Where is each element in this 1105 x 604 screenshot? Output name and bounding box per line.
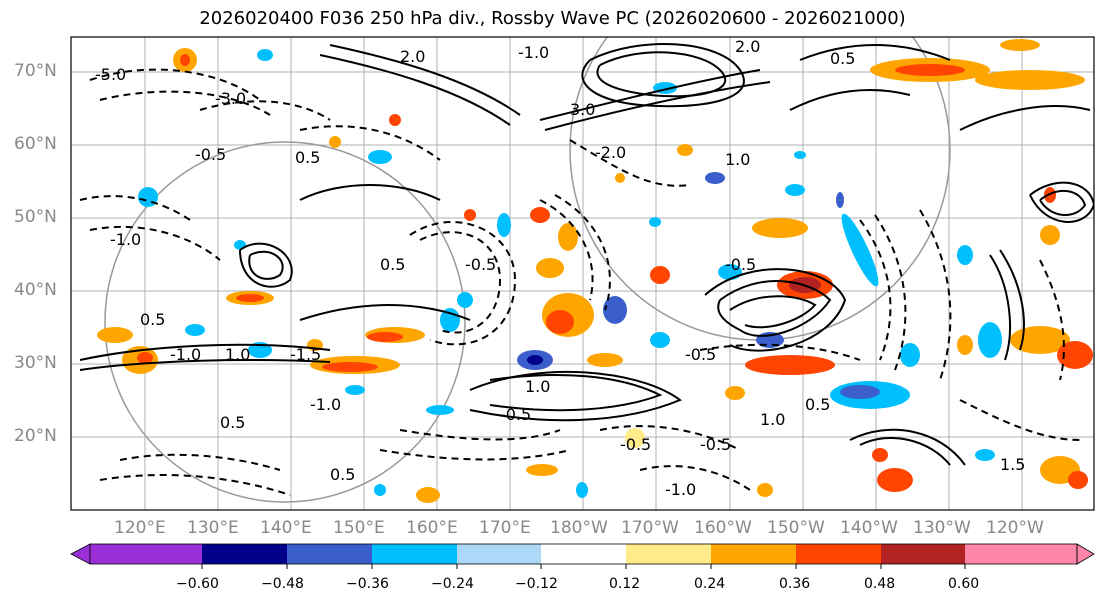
- lon-label: 130°W: [913, 518, 971, 538]
- contour-label: -1.0: [518, 43, 549, 62]
- contour-label: -0.5: [620, 435, 651, 454]
- contour-label: 0.5: [330, 465, 355, 484]
- negative-contours: [79, 68, 1081, 496]
- lon-label: 120°E: [114, 518, 166, 538]
- contour-label: 0.5: [805, 395, 830, 414]
- wave-circle: [104, 141, 466, 503]
- contour-label: -0.5: [195, 145, 226, 164]
- lon-label: 170°W: [621, 518, 679, 538]
- lon-label: 140°E: [260, 518, 312, 538]
- lon-label: 130°E: [187, 518, 239, 538]
- contour-label: -1.0: [310, 395, 341, 414]
- colorbar-tick-label: 0.36: [779, 576, 811, 592]
- chart-title: 2026020400 F036 250 hPa div., Rossby Wav…: [199, 8, 906, 29]
- colorbar-tick-label: −0.24: [431, 576, 474, 592]
- contour-label: 2.0: [735, 37, 760, 56]
- contour-label: -0.5: [685, 345, 716, 364]
- colorbar-tick-label: 0.48: [864, 576, 896, 592]
- contour-label: 1.0: [525, 377, 550, 396]
- lon-label: 160°W: [694, 518, 752, 538]
- contour-label: -0.5: [700, 435, 731, 454]
- colorbar-segment: [457, 544, 541, 564]
- colorbar-extend-low: [70, 543, 91, 565]
- colorbar-frame: [89, 543, 1078, 565]
- map-frame: [70, 36, 1095, 511]
- contour-label: 0.5: [295, 148, 320, 167]
- contour-label: 1.0: [725, 150, 750, 169]
- contour-label: -5.0: [95, 65, 126, 84]
- colorbar-segment: [965, 544, 1077, 564]
- contour-label: 1.5: [1000, 455, 1025, 474]
- colorbar-segment: [711, 544, 796, 564]
- contour-label: -2.0: [595, 143, 626, 162]
- lon-label: 150°E: [333, 518, 385, 538]
- colorbar: [70, 543, 1095, 569]
- contour-label: -0.5: [465, 255, 496, 274]
- colorbar-tick-label: −0.12: [515, 576, 558, 592]
- lon-label: 140°W: [840, 518, 898, 538]
- shaded-anomalies: [97, 39, 1093, 503]
- contour-label: -1.0: [110, 230, 141, 249]
- colorbar-tick-label: 0.12: [609, 576, 641, 592]
- contour-label: -0.5: [500, 405, 531, 424]
- contour-label: -0.5: [725, 255, 756, 274]
- lat-label: 30°N: [14, 353, 57, 373]
- contour-label: 0.5: [220, 413, 245, 432]
- colorbar-tick-label: −0.36: [346, 576, 389, 592]
- contour-label: -1.0: [665, 480, 696, 499]
- colorbar-segment: [626, 544, 711, 564]
- contour-label: -3.0: [215, 89, 246, 108]
- colorbar-segment: [90, 544, 202, 564]
- contour-label: -1.5: [290, 345, 321, 364]
- colorbar-segment: [287, 544, 372, 564]
- lon-label: 170°E: [479, 518, 531, 538]
- colorbar-tick-label: 0.60: [948, 576, 980, 592]
- colorbar-tick-label: −0.60: [176, 576, 219, 592]
- colorbar-segment: [796, 544, 881, 564]
- colorbar-extend-high: [1076, 543, 1095, 565]
- contour-label: 3.0: [570, 100, 595, 119]
- colorbar-segment: [372, 544, 457, 564]
- lat-label: 40°N: [14, 280, 57, 300]
- colorbar-tick-label: 0.24: [694, 576, 726, 592]
- colorbar-segment: [881, 544, 965, 564]
- contour-label: 2.0: [400, 47, 425, 66]
- contour-label: 0.5: [830, 49, 855, 68]
- lon-label: 160°E: [406, 518, 458, 538]
- lat-label: 60°N: [14, 134, 57, 154]
- positive-contours: [79, 42, 1094, 466]
- lon-label: 180°W: [550, 518, 608, 538]
- contour-labels: -5.0 2.0 -1.0 2.0 0.5 -3.0 3.0 -2.0 1.0 …: [95, 37, 1025, 499]
- colorbar-segment: [202, 544, 287, 564]
- contour-label: 1.0: [760, 410, 785, 429]
- lon-label: 150°W: [767, 518, 825, 538]
- contour-label: 1.0: [225, 345, 250, 364]
- lat-label: 70°N: [14, 61, 57, 81]
- contour-label: 0.5: [380, 255, 405, 274]
- contour-label: 0.5: [140, 310, 165, 329]
- lon-label: 120°W: [986, 518, 1044, 538]
- lat-label: 50°N: [14, 207, 57, 227]
- colorbar-segment: [541, 544, 626, 564]
- colorbar-tick-label: −0.48: [261, 576, 304, 592]
- contour-label: -1.0: [170, 345, 201, 364]
- lat-label: 20°N: [14, 426, 57, 446]
